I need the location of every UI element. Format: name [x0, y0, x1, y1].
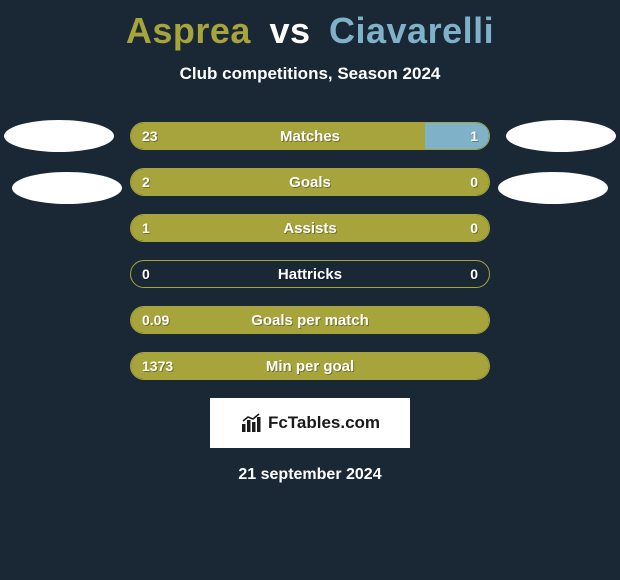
stat-label: Goals	[130, 168, 490, 196]
player2-name: Ciavarelli	[329, 10, 494, 51]
stat-label: Hattricks	[130, 260, 490, 288]
brand-box: FcTables.com	[210, 398, 410, 448]
stat-row: Assists1 0	[130, 214, 490, 242]
stat-right-value: 0	[470, 214, 478, 242]
stat-left-value: 0	[142, 260, 150, 288]
player1-avatar-placeholder	[4, 120, 114, 152]
brand-text: FcTables.com	[268, 413, 380, 433]
stat-row: Goals2 0	[130, 168, 490, 196]
vs-text: vs	[269, 10, 310, 51]
stats-area: Matches231Goals20Assists10Hattricks00Goa…	[0, 122, 620, 380]
player1-name: Asprea	[126, 10, 251, 51]
stat-right-value: 1	[470, 122, 478, 150]
stat-left-value: 23	[142, 122, 158, 150]
stat-row: Hattricks0 0	[130, 260, 490, 288]
stat-right-value: 0	[470, 260, 478, 288]
stat-row: Min per goal1373	[130, 352, 490, 380]
stat-label: Goals per match	[130, 306, 490, 334]
stat-label: Min per goal	[130, 352, 490, 380]
player2-avatar-placeholder	[506, 120, 616, 152]
subtitle: Club competitions, Season 2024	[0, 64, 620, 84]
stat-left-value: 1	[142, 214, 150, 242]
date-line: 21 september 2024	[0, 466, 620, 484]
stat-row: Matches23 1	[130, 122, 490, 150]
stat-right-value: 0	[470, 168, 478, 196]
stat-label: Assists	[130, 214, 490, 242]
stat-label: Matches	[130, 122, 490, 150]
stat-rows-container: Matches231Goals20Assists10Hattricks00Goa…	[130, 122, 490, 380]
stat-left-value: 2	[142, 168, 150, 196]
player2-team-placeholder	[498, 172, 608, 204]
stat-left-value: 1373	[142, 352, 173, 380]
player1-team-placeholder	[12, 172, 122, 204]
chart-icon	[240, 412, 262, 434]
stat-row: Goals per match0.09	[130, 306, 490, 334]
comparison-title: Asprea vs Ciavarelli	[0, 0, 620, 52]
stat-left-value: 0.09	[142, 306, 169, 334]
